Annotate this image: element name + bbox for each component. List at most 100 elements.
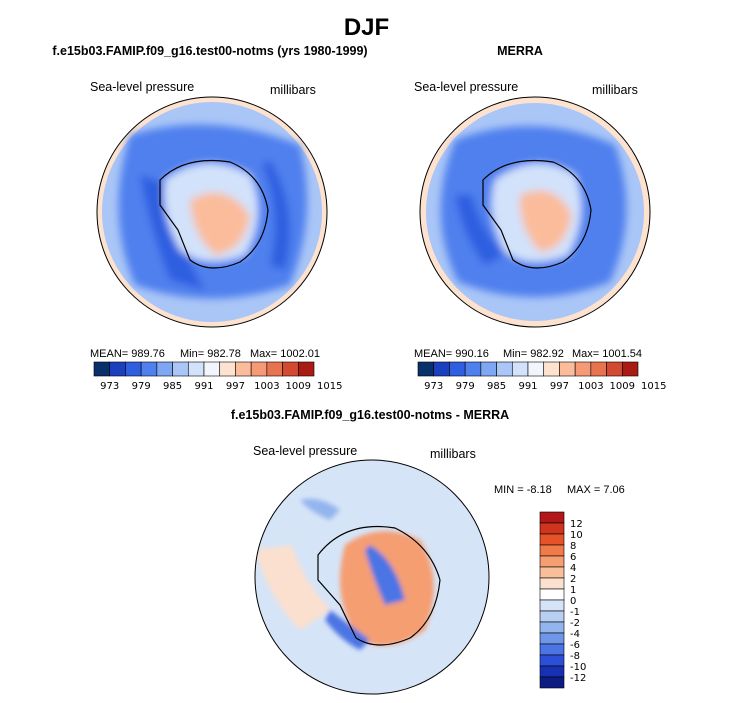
colorbar-swatch — [172, 361, 189, 377]
colorbar-tick-label: 997 — [226, 381, 245, 392]
colorbar-tick-label: 997 — [550, 381, 569, 392]
colorbar-swatch — [539, 632, 565, 645]
colorbar-tick-label: 2 — [570, 574, 576, 585]
colorbar-swatch — [543, 361, 560, 377]
colorbar-tick-label: 973 — [424, 381, 443, 392]
colorbar-tick-label: -12 — [570, 673, 586, 684]
colorbar-swatch — [140, 361, 158, 377]
colorbar-tick-label: 979 — [456, 381, 475, 392]
colorbar-swatch — [539, 577, 565, 590]
colorbar-tick-label: 10 — [570, 530, 583, 541]
colorbar-tick-label: 1015 — [317, 381, 342, 392]
colorbar-swatch — [297, 361, 315, 377]
panel2-mean-stat: MEAN= 990.16 — [414, 348, 489, 360]
colorbar-swatch — [539, 588, 565, 601]
colorbar-swatch — [539, 654, 565, 667]
colorbar-swatch — [539, 643, 565, 656]
colorbar-swatch — [539, 522, 565, 535]
colorbar-tick-label: 4 — [570, 563, 576, 574]
colorbar-swatch — [539, 555, 565, 568]
colorbar-tick-label: -6 — [570, 640, 580, 651]
colorbar-swatch — [266, 361, 283, 377]
map-boundary — [419, 96, 651, 328]
colorbar-swatch — [156, 361, 173, 377]
colorbar-tick-label: 8 — [570, 541, 576, 552]
panel2-min-stat: Min= 982.92 — [503, 348, 564, 360]
colorbar-tick-label: -10 — [570, 662, 586, 673]
colorbar-swatch — [539, 533, 565, 546]
colorbar-panel1: 973 979 985 991 997 1003 1009 1015 — [93, 361, 342, 392]
map-difference — [255, 460, 489, 694]
colorbar-swatch — [464, 361, 482, 377]
colorbar-swatch — [559, 361, 576, 377]
panel3-min-stat: MIN = -8.18 — [494, 484, 552, 496]
panel1-mean-stat: MEAN= 989.76 — [90, 348, 165, 360]
trough-core-east — [262, 160, 290, 270]
panel3-variable: Sea-level pressure — [253, 444, 358, 458]
colorbar-swatch — [187, 361, 205, 377]
colorbar-tick-label: 991 — [194, 381, 213, 392]
panel1-units: millibars — [270, 83, 316, 97]
colorbar-tick-label: 1009 — [610, 381, 635, 392]
colorbar-swatch — [219, 361, 236, 377]
panel3-units: millibars — [430, 447, 476, 461]
colorbar-swatch — [282, 361, 299, 377]
colorbar-swatch — [539, 676, 565, 689]
colorbar-swatch — [606, 361, 623, 377]
colorbar-swatch — [203, 361, 221, 377]
antarctica-coastline — [159, 159, 269, 269]
colorbar-swatch — [235, 361, 252, 377]
panel2-units: millibars — [592, 83, 638, 97]
colorbar-swatch — [511, 361, 529, 377]
panel3-title: f.e15b03.FAMIP.f09_g16.test00-notms - ME… — [230, 408, 510, 422]
colorbar-tick-label: -1 — [570, 607, 580, 618]
negative-anomaly-core — [365, 545, 405, 605]
colorbar-tick-label: 973 — [100, 381, 119, 392]
negative-anomaly-north — [300, 498, 340, 520]
colorbar-tick-label: -4 — [570, 629, 580, 640]
panel1-max-stat: Max= 1002.01 — [250, 348, 321, 360]
colorbar-swatch — [621, 361, 639, 377]
colorbar-swatch — [480, 361, 497, 377]
colorbar-swatch — [539, 610, 565, 623]
colorbar-tick-label: 1 — [570, 585, 576, 596]
panel2-title: MERRA — [497, 44, 543, 58]
colorbar-swatch — [93, 361, 111, 377]
colorbar-swatch — [539, 511, 565, 524]
colorbar-tick-label: 979 — [132, 381, 151, 392]
colorbar-tick-label: 991 — [518, 381, 537, 392]
colorbar-tick-label: 12 — [570, 519, 583, 530]
colorbar-tick-label: 1009 — [286, 381, 311, 392]
colorbar-swatch — [539, 566, 565, 579]
figure-title: DJF — [343, 14, 390, 41]
colorbar-panel2: 973 979 985 991 997 1003 1009 1015 — [417, 361, 666, 392]
colorbar-tick-label: 1003 — [578, 381, 603, 392]
panel2-max-stat: Max= 1001.54 — [572, 348, 643, 360]
colorbar-swatch — [125, 361, 142, 377]
antarctica-coastline — [317, 525, 441, 646]
colorbar-tick-label: -2 — [570, 618, 580, 629]
antarctica-coastline — [482, 159, 592, 269]
colorbar-tick-label: 1015 — [641, 381, 666, 392]
positive-anomaly-west — [255, 545, 330, 630]
colorbar-swatch — [433, 361, 450, 377]
panel1-min-stat: Min= 982.78 — [180, 348, 241, 360]
map-boundary — [254, 459, 490, 695]
colorbar-tick-label: -8 — [570, 651, 580, 662]
panel2-variable: Sea-level pressure — [414, 80, 519, 94]
panel1-variable: Sea-level pressure — [90, 80, 195, 94]
colorbar-swatch — [590, 361, 607, 377]
colorbar-tick-label: 6 — [570, 552, 576, 563]
colorbar-swatch — [109, 361, 126, 377]
colorbar-tick-label: 0 — [570, 596, 576, 607]
colorbar-swatch — [417, 361, 435, 377]
colorbar-swatch — [539, 665, 565, 678]
colorbar-swatch — [250, 361, 268, 377]
colorbar-tick-label: 985 — [163, 381, 182, 392]
trough-core-west — [455, 195, 505, 265]
colorbar-swatch — [574, 361, 592, 377]
colorbar-swatch — [539, 621, 565, 634]
map-merra — [420, 97, 650, 327]
